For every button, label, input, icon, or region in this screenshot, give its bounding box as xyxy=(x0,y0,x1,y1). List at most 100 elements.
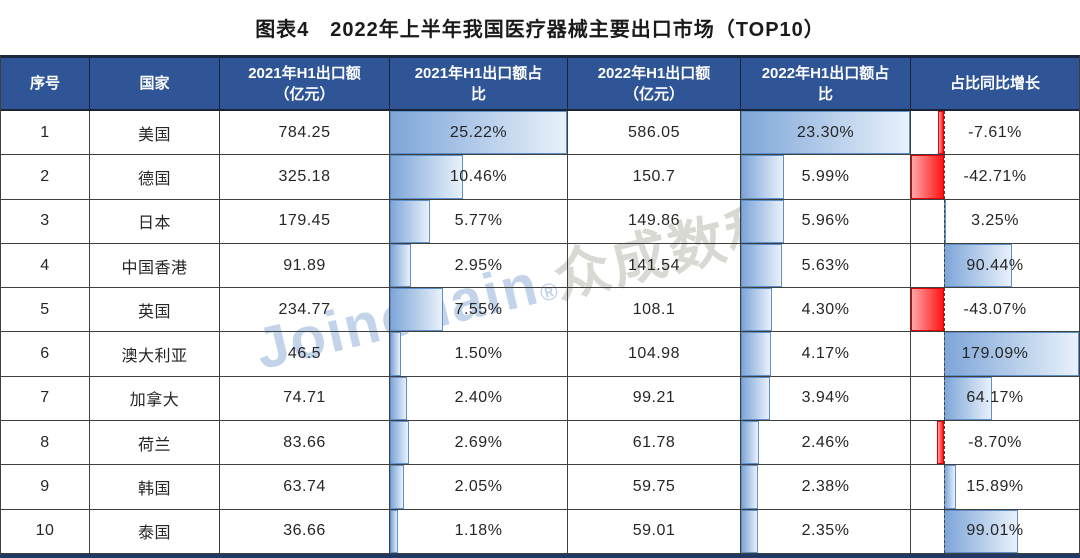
column-header: 2021年H1出口额 （亿元） xyxy=(220,58,390,111)
rank-value: 2 xyxy=(40,167,50,185)
export-2021-value: 784.25 xyxy=(278,123,331,141)
rank-cell: 10 xyxy=(1,509,90,554)
share-2022-value: 2.46% xyxy=(801,433,850,451)
share-2022-databar xyxy=(741,421,759,465)
export-2021-cell: 46.5 xyxy=(220,332,390,377)
rank-cell: 1 xyxy=(1,111,90,156)
share-2022-cell: 5.99% xyxy=(741,155,911,200)
export-2021-cell: 325.18 xyxy=(220,155,390,200)
share-2021-value: 10.46% xyxy=(449,167,508,185)
zero-axis-line xyxy=(943,421,945,465)
share-2022-cell: 4.17% xyxy=(741,332,911,377)
share-2021-value: 2.05% xyxy=(454,478,503,496)
country-name: 英国 xyxy=(137,303,171,321)
growth-cell: 90.44% xyxy=(911,243,1079,289)
rank-cell: 4 xyxy=(1,243,90,289)
export-2021-value: 83.66 xyxy=(283,433,326,451)
rank-value: 6 xyxy=(40,345,50,363)
share-2021-databar xyxy=(390,243,411,288)
share-2022-databar xyxy=(741,376,770,421)
growth-value: 90.44% xyxy=(966,256,1024,274)
growth-negative-databar xyxy=(937,111,944,155)
growth-cell: 64.17% xyxy=(911,376,1079,422)
zero-axis-line xyxy=(943,332,945,376)
export-2021-cell: 83.66 xyxy=(220,421,390,466)
share-2022-databar xyxy=(741,332,772,376)
zero-axis-line xyxy=(943,288,945,332)
share-2021-databar xyxy=(390,376,407,421)
export-2022-cell: 59.75 xyxy=(568,465,741,510)
growth-cell: -43.07% xyxy=(911,288,1079,333)
share-2021-cell: 5.77% xyxy=(390,199,568,244)
export-2021-value: 325.18 xyxy=(278,167,331,185)
share-2022-cell: 4.30% xyxy=(741,288,911,333)
rank-cell: 5 xyxy=(1,288,90,333)
growth-cell: 179.09% xyxy=(911,332,1079,377)
export-2021-value: 36.66 xyxy=(283,522,326,540)
country-cell: 日本 xyxy=(90,199,220,244)
export-2021-value: 74.71 xyxy=(283,389,326,407)
column-header: 2022年H1出口额占 比 xyxy=(741,58,911,111)
share-2022-cell: 2.38% xyxy=(741,465,911,510)
share-2021-value: 1.18% xyxy=(454,522,503,540)
export-2021-cell: 179.45 xyxy=(220,199,390,244)
export-2021-value: 179.45 xyxy=(278,212,331,230)
country-name: 加拿大 xyxy=(129,392,180,410)
export-2021-cell: 36.66 xyxy=(220,509,390,554)
table-row: 7 加拿大 74.71 2.40% 99.21 3.94% 64.17% xyxy=(1,376,1079,422)
rank-value: 5 xyxy=(40,300,50,318)
export-2022-cell: 104.98 xyxy=(568,332,741,377)
share-2022-databar xyxy=(741,288,773,332)
export-2022-value: 61.78 xyxy=(632,433,676,451)
rank-cell: 8 xyxy=(1,421,90,466)
share-2021-value: 2.40% xyxy=(454,389,503,407)
share-2022-value: 4.17% xyxy=(801,345,850,363)
share-2021-cell: 7.55% xyxy=(390,288,568,333)
rank-value: 9 xyxy=(40,478,50,496)
share-2021-cell: 2.40% xyxy=(390,376,568,422)
zero-axis-line xyxy=(943,376,945,421)
growth-value: -43.07% xyxy=(963,300,1027,318)
table-row: 8 荷兰 83.66 2.69% 61.78 2.46% -8.70% xyxy=(1,421,1079,466)
country-cell: 英国 xyxy=(90,288,220,333)
share-2021-databar xyxy=(390,509,399,553)
growth-positive-databar xyxy=(943,243,1012,288)
country-cell: 韩国 xyxy=(90,465,220,510)
growth-value: -8.70% xyxy=(968,433,1022,451)
share-2021-value: 7.55% xyxy=(454,300,503,318)
growth-value: 179.09% xyxy=(961,345,1029,363)
growth-value: 99.01% xyxy=(966,522,1024,540)
export-2022-value: 99.21 xyxy=(632,389,676,407)
country-name: 中国香港 xyxy=(121,259,188,277)
share-2022-value: 2.38% xyxy=(801,478,850,496)
growth-negative-databar xyxy=(911,288,944,332)
export-2022-cell: 99.21 xyxy=(568,376,741,422)
export-2022-cell: 108.1 xyxy=(568,288,741,333)
country-name: 泰国 xyxy=(137,525,171,543)
export-2021-cell: 91.89 xyxy=(220,243,390,289)
growth-value: -7.61% xyxy=(968,123,1022,141)
export-2021-value: 91.89 xyxy=(283,256,326,274)
share-2022-cell: 2.46% xyxy=(741,421,911,466)
share-2022-databar xyxy=(741,465,759,509)
zero-axis-line xyxy=(943,155,945,199)
export-2021-value: 234.77 xyxy=(278,300,331,318)
share-2022-databar xyxy=(741,509,759,553)
share-2022-cell: 5.96% xyxy=(741,199,911,244)
share-2021-cell: 1.50% xyxy=(390,332,568,377)
share-2022-databar xyxy=(741,199,785,243)
rank-value: 7 xyxy=(40,389,50,407)
rank-value: 1 xyxy=(40,123,50,141)
country-cell: 中国香港 xyxy=(90,243,220,289)
share-2021-databar xyxy=(390,421,409,465)
export-2021-cell: 784.25 xyxy=(220,111,390,156)
share-2022-databar xyxy=(741,243,782,288)
zero-axis-line xyxy=(943,465,945,509)
share-2022-databar xyxy=(741,111,910,155)
export-2022-value: 59.01 xyxy=(632,522,676,540)
growth-value: -42.71% xyxy=(963,167,1027,185)
share-2022-cell: 23.30% xyxy=(741,111,911,156)
growth-cell: -42.71% xyxy=(911,155,1079,200)
zero-axis-line xyxy=(943,509,945,553)
